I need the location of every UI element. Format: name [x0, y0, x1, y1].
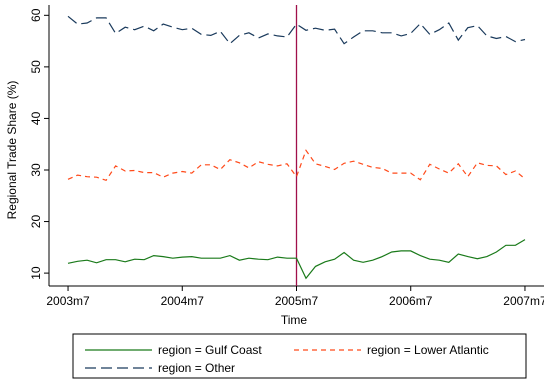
legend-label-other: region = Other — [158, 361, 235, 375]
series-group — [67, 15, 526, 280]
legend-label-gulf-coast: region = Gulf Coast — [158, 343, 262, 357]
y-tick-label: 50 — [29, 60, 43, 74]
y-tick-label: 20 — [29, 215, 43, 229]
legend-box — [72, 333, 527, 379]
x-tick-label: 2004m7 — [161, 294, 205, 308]
x-tick-label: 2005m7 — [275, 294, 319, 308]
x-tick-label: 2007m7 — [503, 294, 544, 308]
y-tick-label: 40 — [29, 111, 43, 125]
legend: region = Gulf Coast region = Lower Atlan… — [72, 333, 527, 379]
x-axis-title: Time — [281, 313, 308, 327]
y-tick-label: 10 — [29, 266, 43, 280]
series-line-gulf-coast — [67, 239, 526, 280]
y-axis-title: Regional Trade Share (%) — [5, 81, 19, 220]
x-tick-label: 2006m7 — [389, 294, 433, 308]
series-line-other — [67, 15, 526, 45]
x-axis-ticks: 2003m7 2004m7 2005m7 2006m7 2007m7 — [46, 286, 544, 308]
y-tick-label: 30 — [29, 163, 43, 177]
y-tick-label: 60 — [29, 8, 43, 22]
y-axis-ticks: 10 20 30 40 50 60 — [29, 8, 49, 280]
x-tick-label: 2003m7 — [46, 294, 90, 308]
legend-label-lower-atlantic: region = Lower Atlantic — [367, 343, 489, 357]
